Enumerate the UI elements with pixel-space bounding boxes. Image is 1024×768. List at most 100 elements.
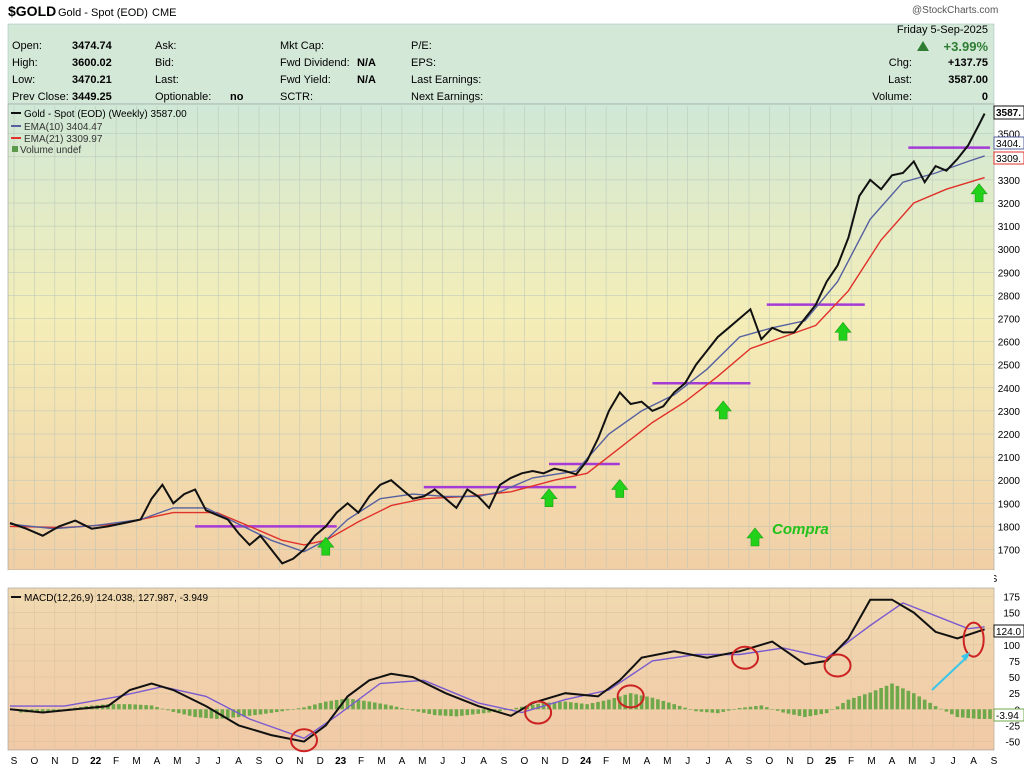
histogram-bar (917, 696, 922, 710)
hist-value-tag (993, 708, 1024, 722)
histogram-bar (737, 708, 742, 710)
fwd-yield-label: Fwd Yield: (280, 74, 331, 86)
macd-x-month-tick: J (951, 756, 956, 767)
histogram-bar (612, 698, 617, 710)
ema21-line (9, 176, 985, 546)
histogram-bar (982, 709, 987, 719)
macd-y-axis: -50-250255075100125150175 (1003, 592, 1020, 748)
macd-x-month-tick: M (377, 756, 385, 767)
price-y-tick: 3100 (998, 222, 1021, 233)
histogram-bar (781, 709, 785, 713)
histogram-bar (394, 706, 399, 710)
histogram-bar (846, 699, 851, 710)
buy-signal-arrow (714, 400, 732, 420)
histogram-bar (296, 708, 301, 710)
histogram-bar (372, 702, 377, 710)
macd-x-month-tick: A (889, 756, 896, 767)
buy-signals (317, 183, 988, 556)
histogram-bar (852, 697, 856, 710)
price-line (9, 113, 986, 565)
macd-x-month-tick: J (685, 756, 690, 767)
histogram-bar (166, 709, 170, 711)
histogram-bar (944, 709, 949, 712)
histogram-bar (922, 699, 927, 710)
open-label: Open: (12, 40, 42, 52)
histogram-bar (715, 709, 720, 714)
pe-label: P/E: (411, 40, 432, 52)
price-y-tick: 2300 (998, 407, 1021, 418)
ema21-tag (993, 151, 1024, 165)
histogram-bar (155, 707, 159, 710)
volume-label: Volume: (872, 91, 912, 103)
histogram-bar (601, 700, 606, 710)
histogram-bar (607, 699, 611, 710)
histogram-bar (421, 709, 426, 713)
histogram-bar (498, 709, 502, 712)
macd-x-month-tick: J (930, 756, 935, 767)
histogram-bar (803, 709, 807, 718)
histogram-bar (743, 707, 747, 710)
low-label: Low: (12, 74, 35, 86)
price-y-tick: 2600 (998, 338, 1021, 349)
macd-x-month-tick: S (746, 756, 753, 767)
buy-signal-arrow (834, 321, 852, 341)
histogram-bar (133, 704, 138, 710)
macd-x-month-tick: F (113, 756, 119, 767)
histogram-bar (988, 709, 992, 719)
macd-x-month-tick: 22 (90, 756, 102, 767)
macd-value-tag-text: 124.0 (996, 627, 1021, 638)
histogram-bar (514, 707, 519, 710)
eps-label: EPS: (411, 57, 436, 69)
histogram-bar (460, 709, 464, 716)
annotation-arrow-head-icon (961, 652, 970, 661)
histogram-bar (258, 709, 263, 715)
histogram-bar (939, 708, 943, 710)
histogram-bar (400, 708, 404, 710)
x-month-tick: S (991, 574, 998, 585)
price-y-tick: 2100 (998, 453, 1021, 464)
macd-x-month-tick: M (908, 756, 916, 767)
buy-legend-label: Compra (772, 521, 829, 538)
ema10-tag-text: 3404. (996, 139, 1021, 150)
macd-legend: MACD(12,26,9) 124.038, 127.987, -3.949 (11, 593, 208, 604)
instrument-name: Gold - Spot (EOD) (58, 7, 148, 19)
histogram-bar (792, 709, 796, 715)
ema10-tag (993, 136, 1024, 150)
histogram-bar (117, 704, 121, 710)
histogram-bar (389, 705, 393, 710)
symbol: $GOLD (8, 3, 56, 19)
macd-x-month-tick: N (296, 756, 303, 767)
crossover-circle (524, 700, 553, 725)
histogram-bar (449, 709, 453, 717)
histogram-bar (176, 709, 181, 714)
histogram-bar (264, 709, 268, 714)
prev-close-value: 3449.25 (72, 91, 112, 103)
histogram-bar (204, 709, 208, 719)
macd-x-month-tick: S (11, 756, 18, 767)
macd-x-month-tick: S (501, 756, 508, 767)
histogram-bar (247, 709, 252, 716)
histogram-bar (819, 709, 824, 715)
histogram-bar (574, 702, 579, 710)
histogram-bar (960, 709, 965, 718)
ema21-tag-text: 3309. (996, 154, 1021, 165)
macd-x-month-tick: D (72, 756, 79, 767)
macd-x-month-tick: O (31, 756, 39, 767)
histogram-bar (481, 709, 486, 714)
fwd-div-label: Fwd Dividend: (280, 57, 350, 69)
histogram-bar (699, 709, 704, 712)
histogram-bar (813, 709, 818, 716)
macd-x-month-tick: A (235, 756, 242, 767)
histogram-bar (138, 704, 143, 710)
histogram-bar (40, 709, 45, 712)
chg-value: +137.75 (948, 57, 988, 69)
macd-x-month-tick: J (440, 756, 445, 767)
volume-value: 0 (982, 91, 988, 103)
histogram-bar (579, 703, 584, 710)
histogram-bar (215, 709, 219, 719)
legend-price: Gold - Spot (EOD) (Weekly) 3587.00 (24, 109, 187, 120)
macd-x-month-tick: F (848, 756, 854, 767)
histogram-bar (824, 709, 829, 714)
histogram-bar (57, 709, 61, 710)
histogram-bar (334, 699, 339, 710)
